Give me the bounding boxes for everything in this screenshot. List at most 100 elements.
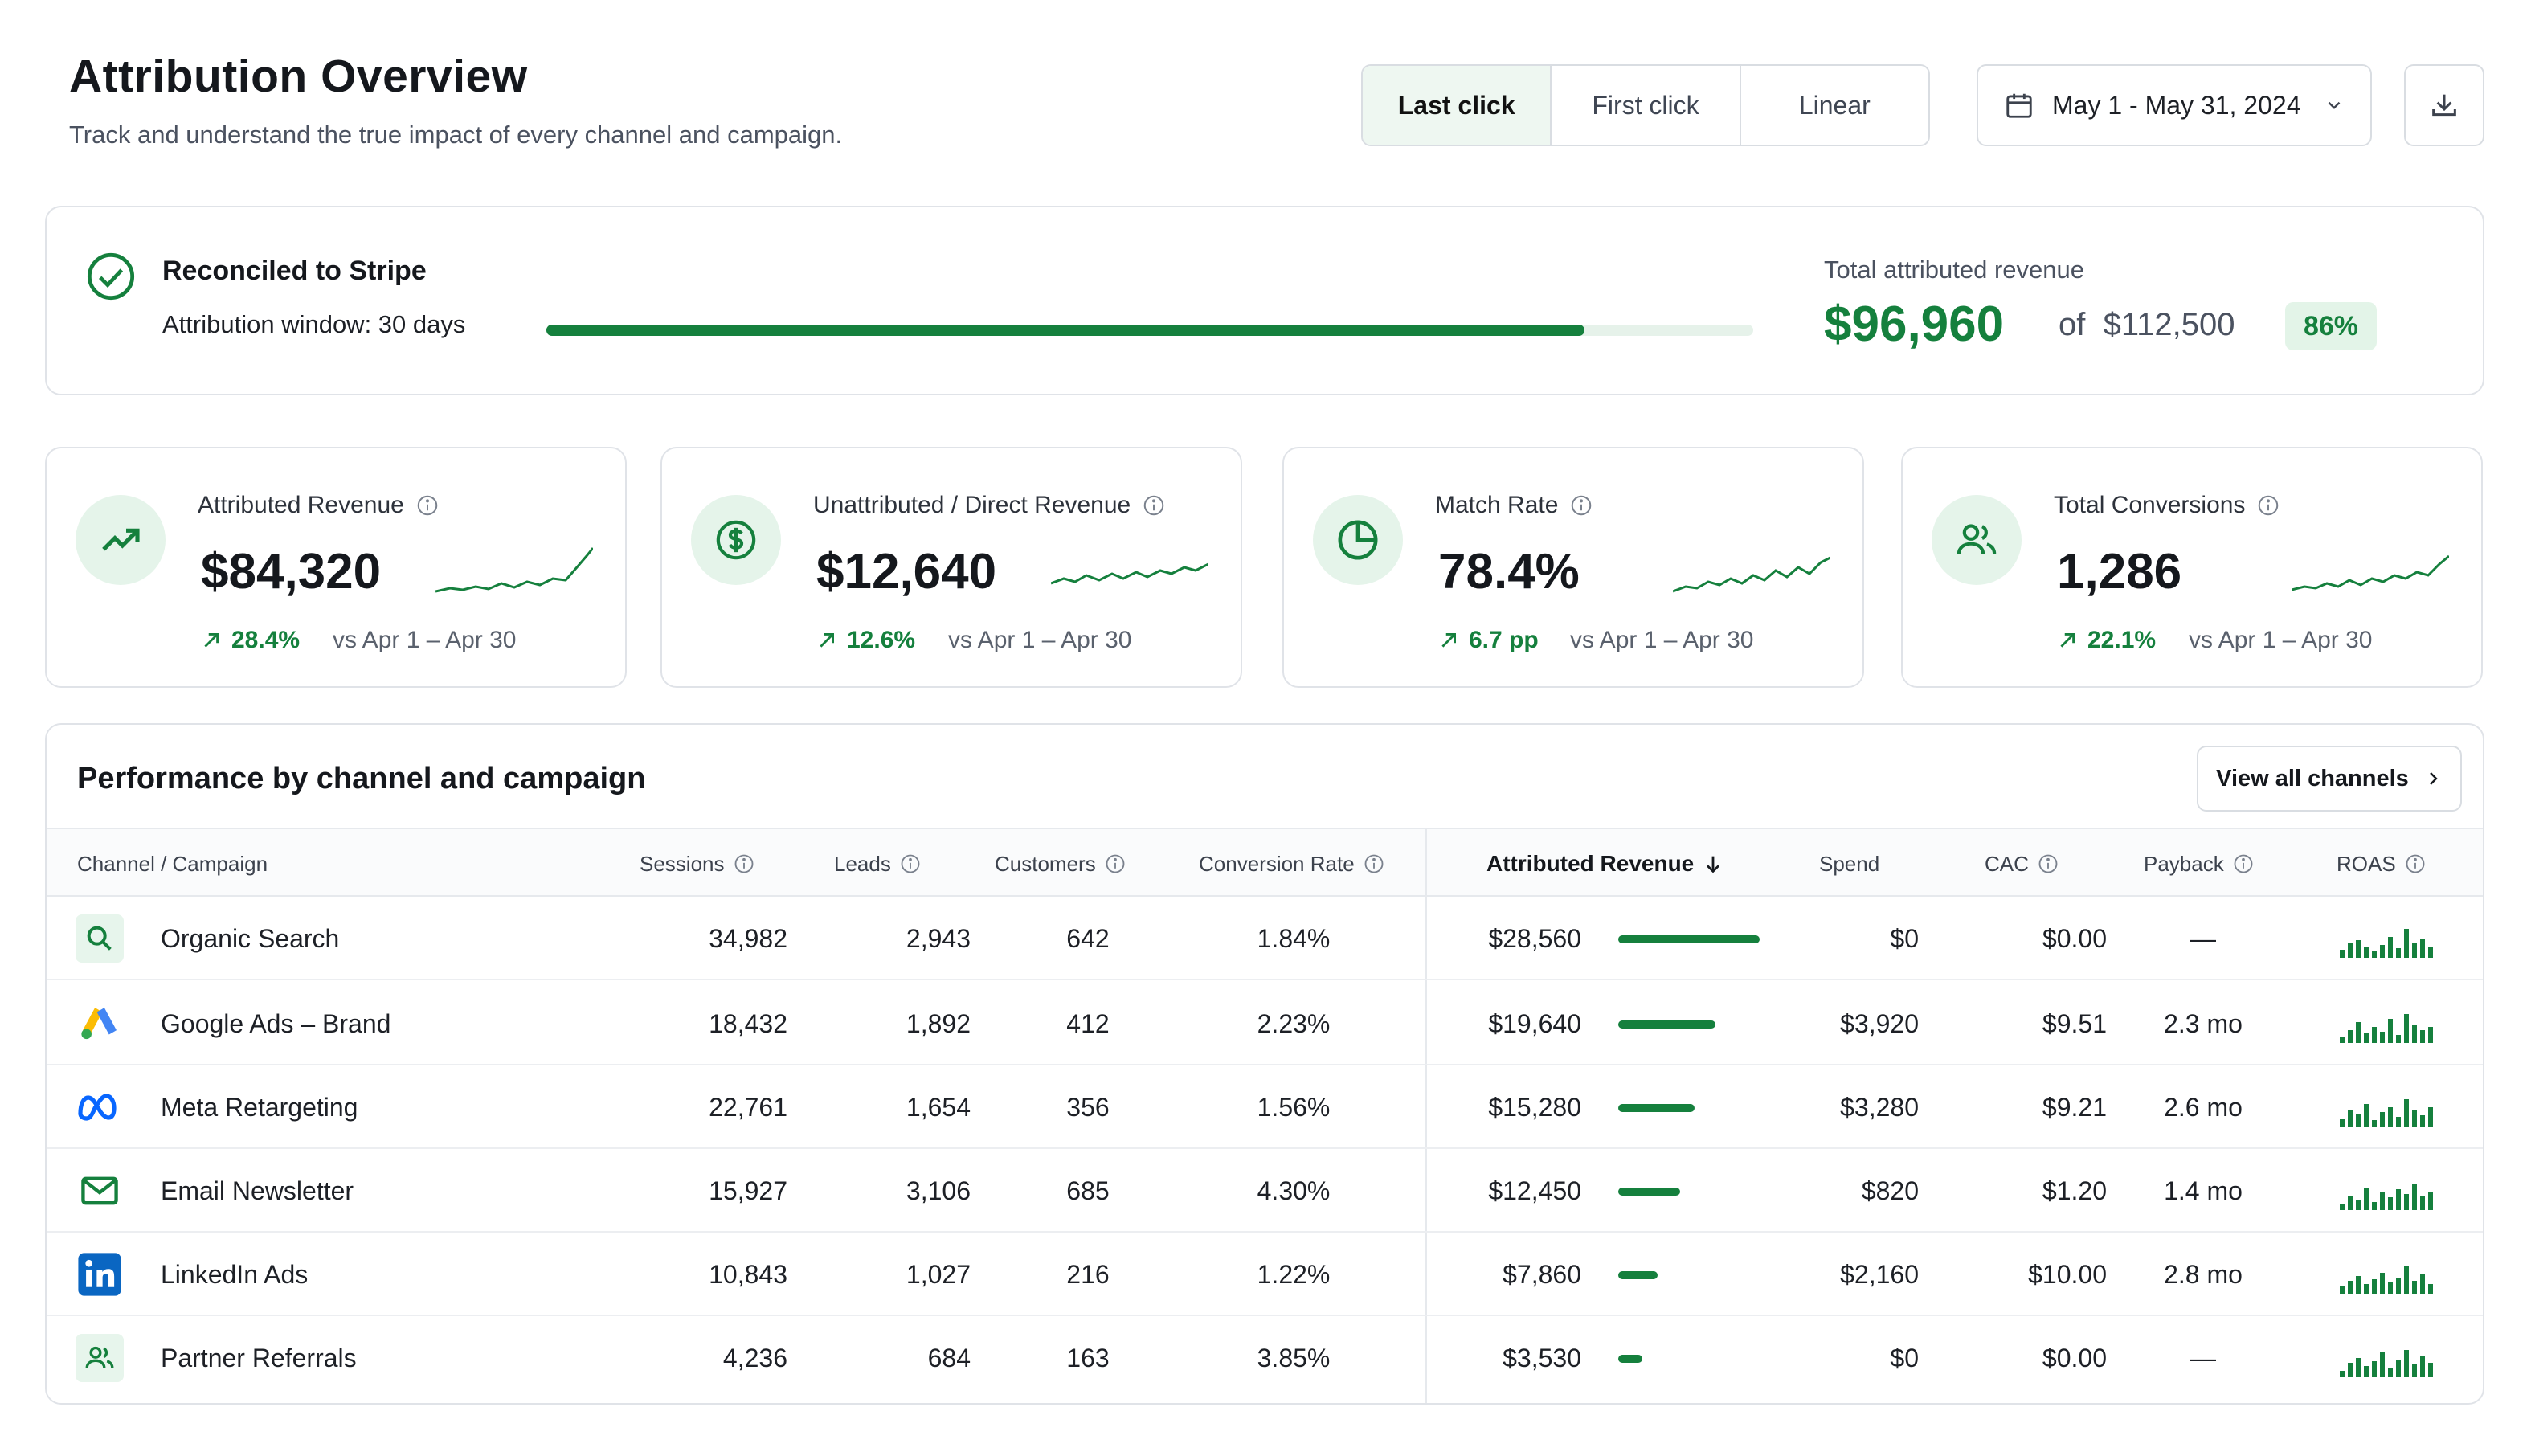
- kpi-compare: vs Apr 1 – Apr 30: [333, 627, 517, 653]
- check-circle-icon: [87, 252, 135, 301]
- meta-icon: [76, 1083, 124, 1131]
- kpi-delta: 22.1%: [2087, 627, 2157, 653]
- customers-value: 412: [1066, 1008, 1110, 1038]
- revenue-value: $19,640: [1488, 1008, 1581, 1038]
- roas-sparkline: [2340, 1099, 2433, 1127]
- pie-icon: [1313, 495, 1403, 585]
- attribution-window: Attribution window: 30 days: [162, 310, 466, 338]
- conversion-value: 2.23%: [1257, 1008, 1331, 1038]
- table-row[interactable]: Email Newsletter 15,927 3,106 685 4.30% …: [47, 1149, 2483, 1233]
- col-header-roas[interactable]: ROAS: [2337, 829, 2427, 898]
- users-icon: [76, 1334, 124, 1382]
- kpi-label: Match Rate: [1435, 492, 1559, 518]
- table-row[interactable]: Google Ads – Brand 18,432 1,892 412 2.23…: [47, 982, 2483, 1065]
- conversion-value: 1.56%: [1257, 1092, 1331, 1122]
- conversion-value: 4.30%: [1257, 1176, 1331, 1205]
- leads-value: 1,027: [906, 1259, 971, 1289]
- sessions-value: 4,236: [722, 1343, 787, 1372]
- download-button[interactable]: [2404, 64, 2484, 146]
- col-header-spend[interactable]: Spend: [1819, 851, 1880, 876]
- kpi-value: 78.4%: [1438, 544, 1580, 599]
- revenue-value: $12,450: [1488, 1176, 1581, 1205]
- customers-value: 685: [1066, 1176, 1110, 1205]
- revenue-bar: [1618, 1104, 1695, 1112]
- model-option-last-click[interactable]: Last click: [1363, 66, 1552, 145]
- channel-name[interactable]: Google Ads – Brand: [161, 1008, 391, 1038]
- channel-name[interactable]: Partner Referrals: [161, 1343, 357, 1372]
- conversion-value: 1.22%: [1257, 1259, 1331, 1289]
- customers-value: 642: [1066, 923, 1110, 953]
- channel-name[interactable]: Organic Search: [161, 923, 340, 953]
- info-icon[interactable]: [1569, 493, 1593, 517]
- spend-value: $0: [1890, 1343, 1919, 1372]
- sessions-value: 18,432: [709, 1008, 787, 1038]
- table-row[interactable]: Organic Search 34,982 2,943 642 1.84% $2…: [47, 897, 2483, 980]
- kpi-label: Attributed Revenue: [198, 492, 404, 518]
- info-icon[interactable]: [2037, 853, 2059, 875]
- info-icon[interactable]: [2404, 853, 2427, 875]
- chevron-right-icon: [2429, 772, 2438, 785]
- table-row[interactable]: LinkedIn Ads 10,843 1,027 216 1.22% $7,8…: [47, 1233, 2483, 1316]
- info-icon[interactable]: [2256, 493, 2280, 517]
- cac-value: $9.51: [2042, 1008, 2107, 1038]
- info-icon[interactable]: [1142, 493, 1166, 517]
- info-icon[interactable]: [415, 493, 440, 517]
- spend-value: $0: [1890, 923, 1919, 953]
- payback-value: 2.3 mo: [2164, 1008, 2243, 1038]
- channel-name[interactable]: Meta Retargeting: [161, 1092, 358, 1122]
- info-icon[interactable]: [899, 853, 922, 875]
- conversion-value: 3.85%: [1257, 1343, 1331, 1372]
- leads-value: 1,892: [906, 1008, 971, 1038]
- kpi-card-match-rate: Match Rate 78.4% 6.7 pp vs Apr 1 – Apr 3…: [1282, 447, 1864, 688]
- arrow-up-right-icon: [204, 633, 219, 648]
- google-ads-icon: [76, 1000, 124, 1048]
- col-header-channel[interactable]: Channel / Campaign: [77, 851, 268, 876]
- kpi-sparkline: [435, 547, 593, 593]
- spend-value: $820: [1861, 1176, 1919, 1205]
- payback-value: 1.4 mo: [2164, 1176, 2243, 1205]
- col-header-leads[interactable]: Leads: [834, 829, 922, 898]
- col-header-sessions[interactable]: Sessions: [640, 829, 755, 898]
- roas-sparkline: [2340, 1266, 2433, 1294]
- kpi-value: $84,320: [201, 544, 382, 599]
- date-range-picker[interactable]: May 1 - May 31, 2024: [1977, 64, 2372, 146]
- spend-value: $3,280: [1840, 1092, 1919, 1122]
- revenue-bar: [1618, 1020, 1715, 1029]
- page-title: Attribution Overview: [69, 51, 528, 102]
- col-header-conversion-rate[interactable]: Conversion Rate: [1199, 829, 1385, 898]
- info-icon[interactable]: [2232, 853, 2255, 875]
- model-option-linear[interactable]: Linear: [1798, 90, 1871, 120]
- table-title: Performance by channel and campaign: [77, 762, 646, 795]
- channel-name[interactable]: Email Newsletter: [161, 1176, 354, 1205]
- kpi-compare: vs Apr 1 – Apr 30: [1570, 627, 1754, 653]
- leads-value: 3,106: [906, 1176, 971, 1205]
- date-range-label: May 1 - May 31, 2024: [2052, 90, 2301, 120]
- view-all-channels-button[interactable]: View all channels: [2197, 746, 2462, 812]
- cac-value: $10.00: [2028, 1259, 2107, 1289]
- kpi-sparkline: [1051, 562, 1208, 585]
- table-row[interactable]: Meta Retargeting 22,761 1,654 356 1.56% …: [47, 1065, 2483, 1149]
- performance-table-card: Performance by channel and campaign View…: [45, 723, 2484, 1405]
- info-icon[interactable]: [1104, 853, 1126, 875]
- table-row[interactable]: Partner Referrals 4,236 684 163 3.85% $3…: [47, 1316, 2483, 1400]
- info-icon[interactable]: [733, 853, 755, 875]
- kpi-compare: vs Apr 1 – Apr 30: [2189, 627, 2373, 653]
- arrow-up-right-icon: [820, 633, 834, 648]
- col-header-payback[interactable]: Payback: [2144, 829, 2255, 898]
- customers-value: 216: [1066, 1259, 1110, 1289]
- sessions-value: 10,843: [709, 1259, 787, 1289]
- model-option-first-click[interactable]: First click: [1552, 66, 1741, 145]
- spend-value: $3,920: [1840, 1008, 1919, 1038]
- roas-sparkline: [2340, 1350, 2433, 1377]
- col-header-cac[interactable]: CAC: [1985, 829, 2059, 898]
- info-icon[interactable]: [1363, 853, 1385, 875]
- customers-value: 356: [1066, 1092, 1110, 1122]
- channel-name[interactable]: LinkedIn Ads: [161, 1259, 309, 1289]
- col-header-attributed-revenue[interactable]: Attributed Revenue: [1486, 829, 1724, 898]
- payback-value: —: [2190, 923, 2216, 953]
- search-icon: [76, 914, 124, 963]
- reconciliation-progress-bar: [546, 325, 1753, 336]
- kpi-card-attributed-revenue: Attributed Revenue $84,320 28.4% vs Apr …: [45, 447, 627, 688]
- roas-sparkline: [2340, 929, 2433, 958]
- col-header-customers[interactable]: Customers: [995, 829, 1126, 898]
